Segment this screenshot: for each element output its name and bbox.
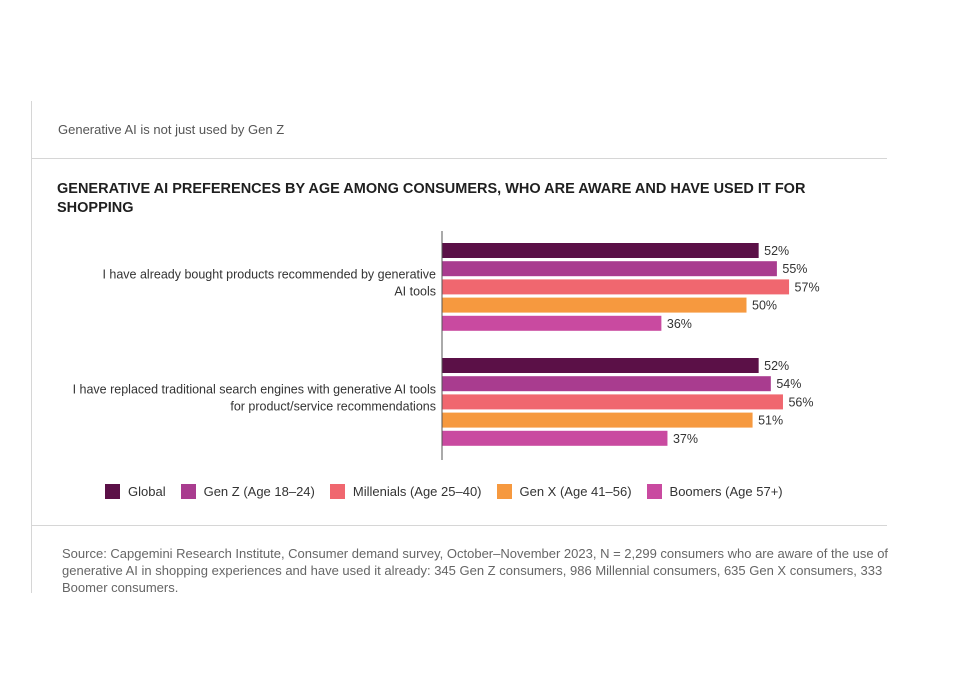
bar	[442, 279, 790, 295]
data-label: 50%	[752, 299, 777, 313]
data-label: 57%	[795, 280, 820, 294]
chart-frame	[31, 101, 888, 593]
data-label: 54%	[776, 377, 801, 391]
data-label: 51%	[758, 414, 783, 428]
legend-item: Gen Z (Age 18–24)	[180, 484, 315, 499]
bar	[442, 315, 662, 331]
category-label: I have already bought products recommend…	[102, 267, 436, 281]
bar	[442, 430, 668, 446]
legend-label: Millenials (Age 25–40)	[352, 484, 482, 499]
bar	[442, 243, 759, 258]
data-label: 37%	[673, 432, 698, 446]
data-label: 36%	[667, 317, 692, 331]
bar	[442, 394, 783, 410]
top-divider	[31, 158, 887, 159]
source-note: Source: Capgemini Research Institute, Co…	[62, 546, 889, 595]
legend-swatch	[329, 484, 345, 499]
page-subtitle: Generative AI is not just used by Gen Z	[58, 122, 285, 137]
legend-label: Global	[128, 484, 166, 499]
legend-item: Millenials (Age 25–40)	[329, 484, 482, 499]
data-label: 56%	[788, 395, 813, 409]
legend-swatch	[646, 484, 662, 499]
legend-label: Boomers (Age 57+)	[669, 484, 783, 499]
chart-legend: Global Gen Z (Age 18–24) Millenials (Age 2…	[105, 484, 798, 499]
legend-swatch	[180, 484, 196, 499]
bar	[442, 297, 747, 313]
data-label: 52%	[764, 359, 789, 373]
bar	[442, 358, 759, 373]
bar	[442, 261, 777, 277]
bottom-divider	[31, 525, 887, 526]
legend-item: Boomers (Age 57+)	[646, 484, 783, 499]
bar	[442, 376, 771, 392]
category-label: for product/service recommendations	[230, 399, 436, 413]
category-label: AI tools	[394, 284, 436, 298]
category-label: I have replaced traditional search engin…	[73, 382, 436, 396]
data-label: 52%	[764, 244, 789, 258]
legend-item: Gen X (Age 41–56)	[496, 484, 632, 499]
legend-label: Gen X (Age 41–56)	[519, 484, 632, 499]
legend-swatch	[105, 484, 120, 499]
legend-label: Gen Z (Age 18–24)	[203, 484, 315, 499]
data-label: 55%	[782, 262, 807, 276]
legend-swatch	[496, 484, 512, 499]
legend-item: Global	[105, 484, 166, 499]
chart-title: GENERATIVE AI PREFERENCES BY AGE AMONG C…	[57, 181, 806, 216]
bar	[442, 412, 753, 428]
